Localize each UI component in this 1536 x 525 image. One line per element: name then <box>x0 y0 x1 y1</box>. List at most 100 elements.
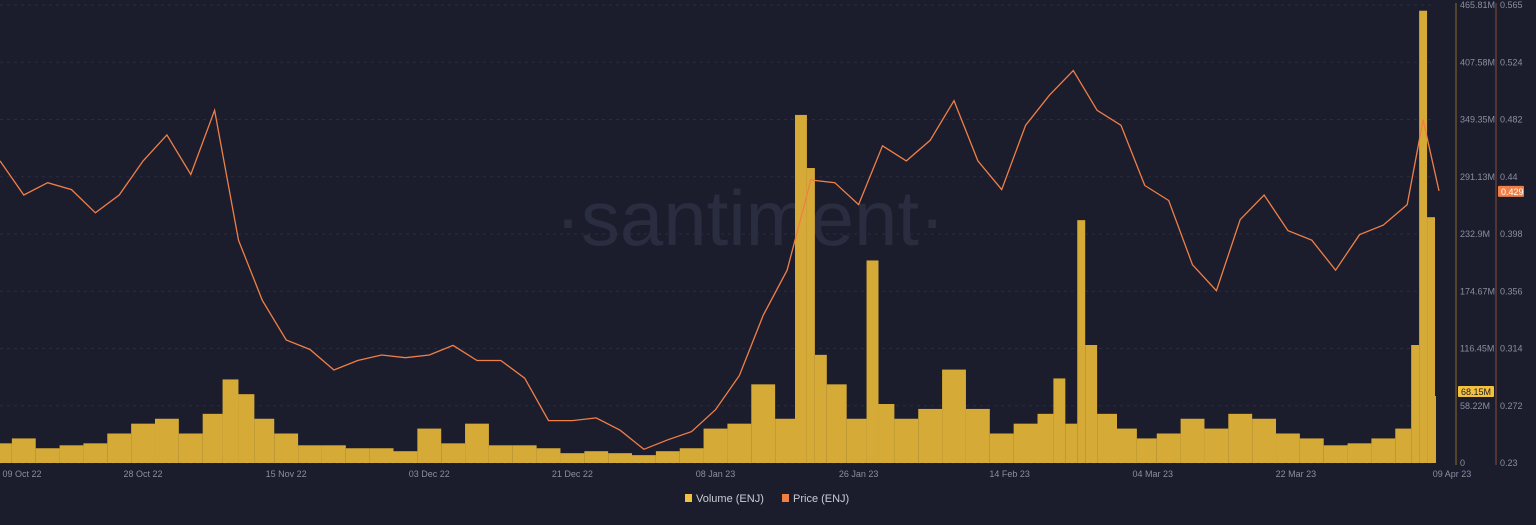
volume-bar <box>222 379 239 463</box>
legend-swatch-volume <box>685 494 692 502</box>
volume-bar <box>321 445 346 463</box>
volume-bar <box>441 443 466 463</box>
volume-bar <box>417 428 442 463</box>
volume-bar <box>942 369 966 463</box>
volume-bar <box>632 455 656 463</box>
price-tick-label: 0.524 <box>1500 57 1523 67</box>
volume-bar <box>751 384 776 463</box>
volume-bar <box>727 423 752 463</box>
x-axis: 09 Oct 22 28 Oct 22 15 Nov 22 03 Dec 22 21 D… <box>2 469 1471 479</box>
volume-bar <box>1053 378 1066 463</box>
volume-bar <box>59 445 84 463</box>
x-tick-label: 14 Feb 23 <box>989 469 1030 479</box>
volume-tick-label: 232.9M <box>1460 229 1490 239</box>
x-tick-label: 28 Oct 22 <box>124 469 163 479</box>
volume-tick-label: 0 <box>1460 458 1465 468</box>
volume-bar <box>795 114 807 464</box>
volume-bar <box>369 448 394 463</box>
volume-tick-label: 349.35M <box>1460 115 1495 125</box>
volume-bar <box>465 423 489 463</box>
price-axis: 0.23 0.272 0.314 0.356 0.398 0.44 0.482 0.524 0.… <box>1500 0 1523 468</box>
volume-bar <box>1156 433 1181 463</box>
volume-bar <box>131 423 155 463</box>
price-tick-label: 0.44 <box>1500 172 1518 182</box>
volume-bar <box>846 418 867 463</box>
volume-tick-label: 291.13M <box>1460 172 1495 182</box>
volume-bar <box>866 260 879 463</box>
volume-bar <box>775 418 796 463</box>
volume-bar <box>1323 445 1348 463</box>
volume-bar <box>298 445 322 463</box>
price-tick-label: 0.565 <box>1500 0 1523 10</box>
x-tick-label: 26 Jan 23 <box>839 469 879 479</box>
legend: Volume (ENJ) Price (ENJ) <box>685 493 849 505</box>
volume-bar <box>560 453 585 463</box>
volume-bar <box>202 413 223 463</box>
volume-bar <box>1276 433 1300 463</box>
legend-volume[interactable]: Volume (ENJ) <box>696 493 764 505</box>
volume-tick-label: 407.58M <box>1460 57 1495 67</box>
price-tick-label: 0.272 <box>1500 401 1523 411</box>
volume-bar <box>703 428 728 463</box>
volume-bar <box>1097 413 1118 463</box>
price-current-badge: 0.429 <box>1498 185 1524 197</box>
volume-bar <box>1228 413 1253 463</box>
x-tick-label: 21 Dec 22 <box>552 469 593 479</box>
volume-bar <box>254 418 275 463</box>
price-tick-label: 0.23 <box>1500 458 1518 468</box>
volume-tick-label: 465.81M <box>1460 0 1495 10</box>
volume-bar <box>488 445 513 463</box>
price-tick-label: 0.356 <box>1500 286 1523 296</box>
volume-bar <box>536 448 561 463</box>
volume-bar <box>35 448 60 463</box>
volume-current-label: 68.15M <box>1461 387 1491 397</box>
volume-tick-label: 116.45M <box>1460 344 1494 354</box>
volume-bar <box>393 451 418 463</box>
volume-bar <box>1204 428 1229 463</box>
volume-bar <box>608 453 633 463</box>
price-tick-label: 0.398 <box>1500 229 1523 239</box>
volume-bar <box>1427 217 1436 463</box>
volume-bar <box>989 433 1014 463</box>
volume-bar <box>0 443 12 463</box>
santiment-watermark: ·santiment· <box>555 174 945 262</box>
volume-bar <box>1435 395 1437 463</box>
x-tick-label: 03 Dec 22 <box>409 469 450 479</box>
volume-bar <box>814 354 827 463</box>
volume-bar <box>894 418 919 463</box>
volume-bar <box>107 433 132 463</box>
volume-bar <box>918 408 943 463</box>
volume-bar <box>1299 438 1324 463</box>
price-tick-label: 0.314 <box>1500 344 1523 354</box>
volume-bar <box>1252 418 1277 463</box>
volume-tick-label: 174.67M <box>1460 286 1495 296</box>
volume-bar <box>584 451 609 463</box>
volume-bar <box>655 451 680 463</box>
volume-bar <box>1180 418 1205 463</box>
volume-bar <box>1065 423 1078 463</box>
volume-bar <box>11 438 36 463</box>
volume-axis: 0 58.22M 116.45M 174.67M 232.9M 291.13M 349.35… <box>1460 0 1495 468</box>
price-line <box>0 69 1440 451</box>
volume-bar <box>512 445 537 463</box>
volume-bar <box>1411 345 1420 463</box>
volume-current-badge: 68.15M <box>1458 385 1494 397</box>
volume-bar <box>826 384 847 463</box>
x-tick-label: 22 Mar 23 <box>1276 469 1317 479</box>
volume-bar <box>1136 438 1157 463</box>
volume-bar <box>274 433 299 463</box>
legend-price[interactable]: Price (ENJ) <box>793 493 849 505</box>
x-tick-label: 08 Jan 23 <box>696 469 736 479</box>
x-tick-label: 15 Nov 22 <box>266 469 307 479</box>
volume-bar <box>679 448 704 463</box>
volume-bar <box>1395 428 1412 463</box>
volume-bar <box>1347 443 1372 463</box>
volume-bar <box>1013 423 1038 463</box>
volume-bars <box>0 10 1437 464</box>
price-current-label: 0.429 <box>1501 187 1524 197</box>
volume-bar <box>1117 428 1137 463</box>
price-tick-label: 0.482 <box>1500 115 1523 125</box>
x-tick-label: 04 Mar 23 <box>1133 469 1174 479</box>
volume-tick-label: 58.22M <box>1460 401 1490 411</box>
